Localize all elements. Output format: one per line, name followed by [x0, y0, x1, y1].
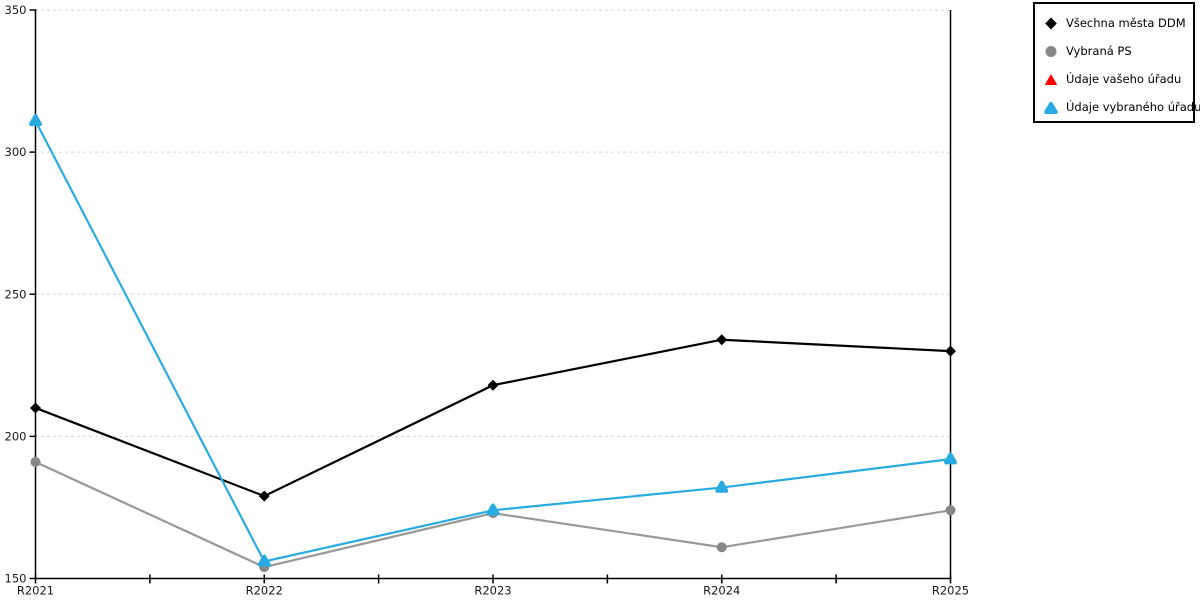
data-point-marker: [29, 114, 42, 127]
data-point-marker: [715, 480, 729, 493]
legend-label: Údaje vašeho úřadu: [1066, 72, 1182, 86]
y-axis-tick-label: 150: [5, 572, 27, 586]
series-line: [35, 338, 951, 498]
data-point-marker: [258, 490, 270, 502]
diamond-icon: [1045, 17, 1057, 29]
x-axis-tick-label: R2025: [932, 584, 969, 598]
circle-icon: [1045, 45, 1057, 57]
legend-label: Všechna města DDM: [1066, 16, 1186, 30]
data-point-marker: [30, 402, 41, 414]
legend-item: Údaje vašeho úřadu: [1043, 65, 1193, 93]
triangle-icon: [1044, 73, 1058, 85]
data-point-marker: [945, 505, 956, 516]
legend-label: Údaje vybraného úřadu: [1066, 100, 1200, 114]
data-point-marker: [716, 542, 727, 553]
rounded-triangle-icon: [1044, 101, 1058, 114]
data-point-marker: [945, 345, 956, 357]
legend-item: Údaje vybraného úřadu: [1043, 93, 1200, 121]
y-axis-tick-label: 350: [5, 3, 27, 17]
data-point-marker: [487, 379, 499, 391]
legend-item: Vybraná PS: [1043, 37, 1193, 65]
x-axis-tick-label: R2022: [246, 584, 283, 598]
data-point-marker: [944, 452, 957, 465]
x-axis-tick-label: R2024: [703, 584, 740, 598]
x-axis-tick-label: R2021: [17, 584, 54, 598]
y-axis-tick-label: 300: [5, 145, 27, 159]
legend: Všechna města DDM Vybraná PS Údaje vašeh…: [1033, 2, 1200, 123]
data-point-marker: [30, 456, 41, 467]
x-axis-tick-label: R2023: [474, 584, 511, 598]
y-axis-tick-label: 200: [5, 429, 27, 443]
data-point-marker: [257, 554, 271, 567]
y-axis-tick-label: 250: [5, 287, 27, 301]
legend-label: Vybraná PS: [1066, 44, 1132, 58]
series-line: [34, 120, 951, 563]
data-point-marker: [486, 503, 500, 516]
legend-item: Všechna města DDM: [1043, 9, 1193, 37]
data-point-marker: [716, 334, 728, 346]
